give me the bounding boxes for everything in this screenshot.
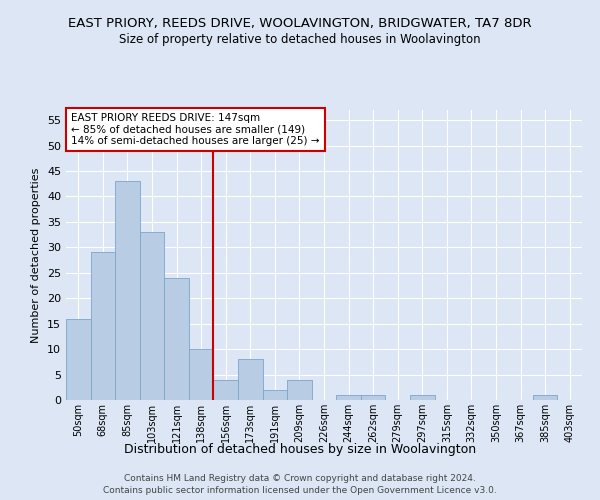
Bar: [66, 318, 91, 400]
Bar: [361, 395, 385, 400]
Text: Contains HM Land Registry data © Crown copyright and database right 2024.: Contains HM Land Registry data © Crown c…: [124, 474, 476, 483]
Bar: [214, 380, 238, 400]
Bar: [287, 380, 312, 400]
Text: Size of property relative to detached houses in Woolavington: Size of property relative to detached ho…: [119, 32, 481, 46]
Text: EAST PRIORY REEDS DRIVE: 147sqm
← 85% of detached houses are smaller (149)
14% o: EAST PRIORY REEDS DRIVE: 147sqm ← 85% of…: [71, 113, 320, 146]
Bar: [263, 390, 287, 400]
Bar: [164, 278, 189, 400]
Bar: [140, 232, 164, 400]
Y-axis label: Number of detached properties: Number of detached properties: [31, 168, 41, 342]
Bar: [115, 181, 140, 400]
Bar: [238, 360, 263, 400]
Bar: [336, 395, 361, 400]
Text: EAST PRIORY, REEDS DRIVE, WOOLAVINGTON, BRIDGWATER, TA7 8DR: EAST PRIORY, REEDS DRIVE, WOOLAVINGTON, …: [68, 18, 532, 30]
Text: Distribution of detached houses by size in Woolavington: Distribution of detached houses by size …: [124, 442, 476, 456]
Bar: [533, 395, 557, 400]
Bar: [91, 252, 115, 400]
Bar: [189, 349, 214, 400]
Text: Contains public sector information licensed under the Open Government Licence v3: Contains public sector information licen…: [103, 486, 497, 495]
Bar: [410, 395, 434, 400]
